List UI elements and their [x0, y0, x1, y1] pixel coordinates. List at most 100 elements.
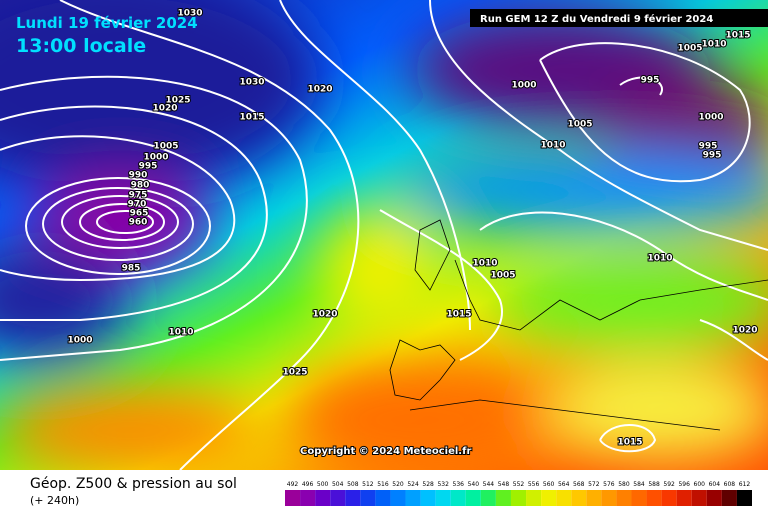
isobar-label: 960	[129, 218, 148, 228]
isobar-label: 1010	[168, 328, 193, 338]
scale-swatch	[541, 490, 557, 506]
isobar-label: 1025	[165, 96, 190, 106]
isobar-label: 965	[130, 209, 149, 219]
scale-label: 556	[528, 481, 540, 488]
scale-swatch	[676, 490, 692, 506]
scale-label: 576	[603, 481, 615, 488]
scale-label: 552	[513, 481, 525, 488]
scale-label: 516	[377, 481, 389, 488]
scale-swatch	[375, 490, 391, 506]
footer-title: Géop. Z500 & pression au sol	[30, 476, 237, 492]
isobar-label: 995	[699, 142, 718, 152]
scale-swatch	[661, 490, 677, 506]
scale-label: 544	[483, 481, 495, 488]
isobar-lines	[0, 0, 768, 470]
isobar-label: 980	[131, 181, 150, 191]
isobar-label: 1005	[153, 142, 178, 152]
scale-swatch	[586, 490, 602, 506]
scale-swatch	[465, 490, 481, 506]
isobar-label: 1000	[67, 336, 92, 346]
scale-label: 532	[437, 481, 449, 488]
scale-swatch	[601, 490, 617, 506]
isobar-label: 1015	[617, 438, 642, 448]
isobar-label: 1020	[312, 310, 337, 320]
scale-swatch	[300, 490, 316, 506]
footer-lead: (+ 240h)	[30, 494, 79, 507]
scale-label: 572	[588, 481, 600, 488]
isobar-label: 1015	[239, 113, 264, 123]
scale-swatch	[390, 490, 406, 506]
color-scale: 492 496 500 504 508 512 516 520 524 528 532 536 540 5…	[285, 481, 752, 506]
scale-label: 512	[362, 481, 374, 488]
scale-swatch	[405, 490, 421, 506]
scale-swatch	[691, 490, 707, 506]
run-info: Run GEM 12 Z du Vendredi 9 février 2024	[480, 13, 713, 25]
scale-swatch	[510, 490, 527, 506]
scale-label: 540	[468, 481, 480, 488]
scale-label: 580	[618, 481, 630, 488]
isobar-label: 1000	[511, 81, 536, 91]
isobar-label: 1010	[472, 259, 497, 269]
scale-swatch	[526, 490, 542, 506]
run-banner	[470, 9, 768, 27]
isobar-label: 1000	[143, 153, 168, 163]
scale-swatch	[616, 490, 632, 506]
isobar-label: 995	[703, 151, 722, 161]
isobar-label: 975	[129, 191, 148, 201]
isobar-label: 1020	[307, 85, 332, 95]
scale-label: 596	[678, 481, 690, 488]
isobar-label: 985	[122, 264, 141, 274]
scale-swatch	[345, 490, 361, 506]
isobar-label: 1000	[698, 113, 723, 123]
scale-label: 592	[663, 481, 675, 488]
scale-swatch	[631, 490, 647, 506]
isobar-label: 995	[139, 162, 158, 172]
isobar-label: 1005	[677, 44, 702, 54]
scale-swatch	[315, 490, 331, 506]
scale-label: 536	[453, 481, 465, 488]
scale-label: 568	[573, 481, 585, 488]
isobar-label: 1015	[725, 31, 750, 41]
scale-swatch	[330, 490, 346, 506]
scale-label: 520	[392, 481, 404, 488]
scale-label: 564	[558, 481, 570, 488]
isobar-label: 1010	[647, 254, 672, 264]
isobar-labels: 1030103010251020101510201005100099599098…	[66, 8, 758, 449]
scale-swatch	[736, 490, 752, 506]
isobar-label: 1010	[540, 141, 565, 151]
scale-label: 600	[694, 481, 706, 488]
scale-label: 612	[739, 481, 751, 488]
scale-swatch	[360, 490, 376, 506]
isobar-label: 1005	[490, 271, 515, 281]
scale-label: 560	[543, 481, 555, 488]
isobar-label: 1020	[152, 104, 177, 114]
isobar-label: 1005	[567, 120, 592, 130]
scale-label: 492	[287, 481, 299, 488]
scale-label: 524	[407, 481, 419, 488]
scale-swatch	[435, 490, 451, 506]
isobar-label: 990	[129, 171, 148, 181]
isobar-label: 1010	[701, 40, 726, 50]
copyright: Copyright © 2024 Meteociel.fr	[300, 446, 471, 457]
scale-swatch	[420, 490, 436, 506]
scale-swatch	[285, 490, 301, 506]
scale-swatch	[571, 490, 587, 506]
scale-label: 496	[302, 481, 314, 488]
scale-label: 504	[332, 481, 344, 488]
isobar-label: 1025	[282, 368, 307, 378]
isobar-label: 1030	[177, 9, 202, 19]
coastlines	[389, 219, 768, 431]
scale-label: 548	[498, 481, 510, 488]
isobar-label: 995	[641, 76, 660, 86]
scale-label: 588	[648, 481, 660, 488]
isobar-label: 970	[128, 200, 147, 210]
field-blobs	[0, 0, 768, 480]
scale-label: 608	[724, 481, 736, 488]
scale-label: 528	[422, 481, 434, 488]
scale-label: 584	[633, 481, 645, 488]
scale-swatch	[721, 490, 737, 506]
scale-label: 604	[709, 481, 721, 488]
scale-swatch	[556, 490, 572, 506]
